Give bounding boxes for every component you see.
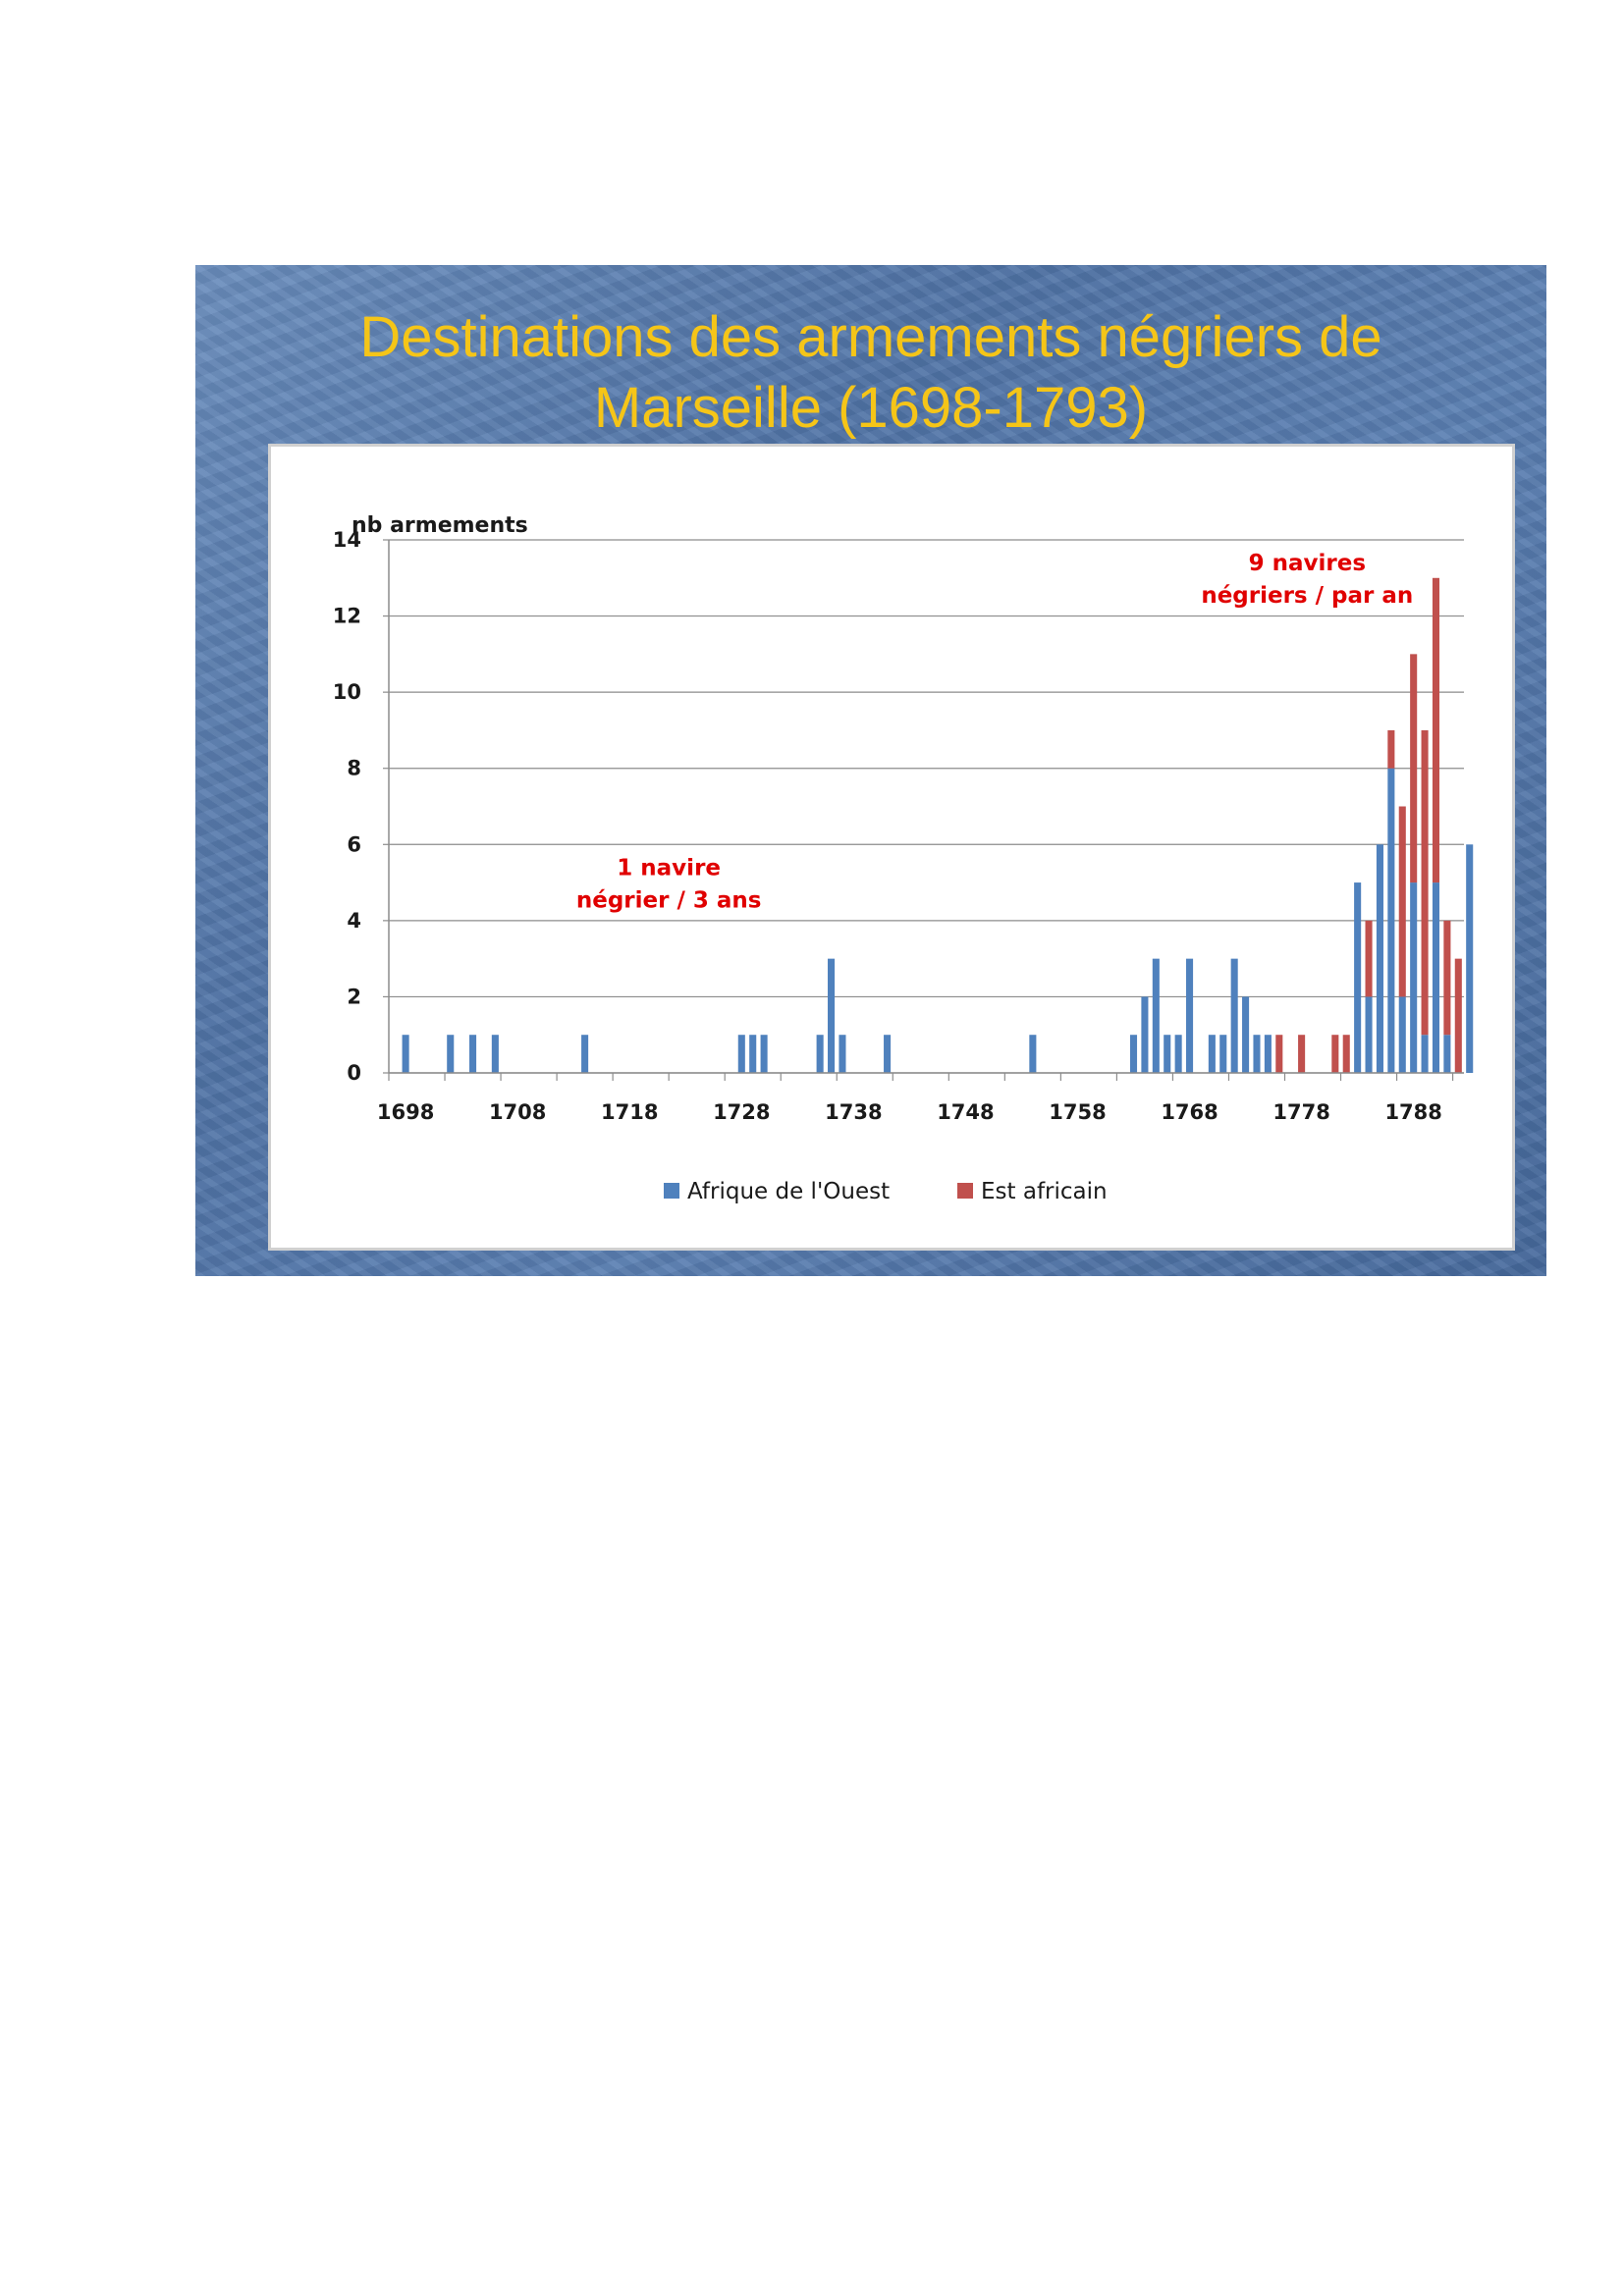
bar-afrique-de-l-ouest bbox=[447, 1035, 455, 1073]
bar-afrique-de-l-ouest bbox=[1029, 1035, 1037, 1073]
bar-est-africain bbox=[1365, 920, 1373, 997]
bar-chart: 0 2 4 6 8 10 12 14 1698 1708 1718 1728 1738 1748 1758 1… bbox=[333, 513, 1474, 1204]
annotation-line-2: négrier / 3 ans bbox=[576, 887, 762, 913]
slide: Destinations des armements négriers de M… bbox=[195, 265, 1546, 1276]
bar-afrique-de-l-ouest bbox=[1174, 1035, 1182, 1073]
bar-afrique-de-l-ouest bbox=[1152, 958, 1160, 1073]
bar-afrique-de-l-ouest bbox=[402, 1035, 409, 1073]
y-tick-label: 12 bbox=[333, 605, 361, 628]
bar-afrique-de-l-ouest bbox=[1365, 996, 1373, 1073]
bars bbox=[402, 577, 1474, 1073]
y-tick-label: 6 bbox=[347, 832, 361, 856]
y-tick-label: 0 bbox=[347, 1061, 361, 1085]
bar-afrique-de-l-ouest bbox=[760, 1035, 768, 1073]
bar-afrique-de-l-ouest bbox=[816, 1035, 824, 1073]
bar-afrique-de-l-ouest bbox=[828, 958, 836, 1073]
x-tick-label: 1778 bbox=[1272, 1100, 1329, 1124]
bar-afrique-de-l-ouest bbox=[1443, 1035, 1451, 1073]
slide-title: Destinations des armements négriers de M… bbox=[195, 302, 1546, 444]
y-tick-label: 14 bbox=[333, 528, 361, 552]
slide-title-line-2: Marseille (1698-1793) bbox=[593, 376, 1149, 440]
legend-swatch bbox=[957, 1183, 973, 1199]
bar-afrique-de-l-ouest bbox=[1432, 882, 1440, 1073]
legend-label: Afrique de l'Ouest bbox=[687, 1179, 890, 1204]
x-tick-label: 1748 bbox=[937, 1100, 994, 1124]
bar-afrique-de-l-ouest bbox=[1410, 882, 1418, 1073]
legend-label: Est africain bbox=[981, 1179, 1108, 1204]
bar-afrique-de-l-ouest bbox=[1242, 996, 1250, 1073]
bar-afrique-de-l-ouest bbox=[1253, 1035, 1261, 1073]
bar-afrique-de-l-ouest bbox=[1164, 1035, 1171, 1073]
bar-est-africain bbox=[1275, 1035, 1283, 1073]
x-tick-label: 1698 bbox=[377, 1100, 434, 1124]
x-tick-label: 1738 bbox=[825, 1100, 882, 1124]
bar-afrique-de-l-ouest bbox=[1387, 768, 1395, 1073]
bar-est-africain bbox=[1432, 577, 1440, 883]
annotation-line-1: 1 navire bbox=[617, 855, 721, 881]
x-tick-label: 1788 bbox=[1384, 1100, 1441, 1124]
annotations: 1 navire négrier / 3 ans 9 navires négriers… bbox=[576, 551, 1413, 913]
x-tick-label: 1728 bbox=[713, 1100, 770, 1124]
bar-est-africain bbox=[1443, 920, 1451, 1036]
bar-afrique-de-l-ouest bbox=[1129, 1035, 1138, 1073]
axes: 0 2 4 6 8 10 12 14 1698 1708 1718 1728 1738 1748 1758 1… bbox=[333, 528, 1464, 1124]
bar-afrique-de-l-ouest bbox=[1376, 844, 1383, 1073]
x-tick-label: 1768 bbox=[1161, 1100, 1218, 1124]
bar-afrique-de-l-ouest bbox=[1466, 844, 1474, 1073]
gridlines bbox=[389, 539, 1464, 1074]
bar-afrique-de-l-ouest bbox=[581, 1035, 589, 1073]
bar-afrique-de-l-ouest bbox=[469, 1035, 477, 1073]
bar-afrique-de-l-ouest bbox=[1230, 958, 1238, 1073]
x-tick-label: 1718 bbox=[601, 1100, 658, 1124]
bar-est-africain bbox=[1410, 654, 1418, 883]
bar-est-africain bbox=[1298, 1035, 1306, 1073]
bar-afrique-de-l-ouest bbox=[1398, 996, 1406, 1073]
x-tick-label: 1758 bbox=[1049, 1100, 1106, 1124]
bar-afrique-de-l-ouest bbox=[1141, 996, 1149, 1073]
annotation-line-2: négriers / par an bbox=[1201, 583, 1413, 609]
legend-swatch bbox=[664, 1183, 679, 1199]
y-tick-label: 4 bbox=[347, 909, 361, 933]
y-axis-label: nb armements bbox=[352, 513, 528, 538]
bar-est-africain bbox=[1342, 1035, 1350, 1073]
bar-afrique-de-l-ouest bbox=[491, 1035, 499, 1073]
annotation-line-1: 9 navires bbox=[1249, 551, 1366, 576]
bar-afrique-de-l-ouest bbox=[1219, 1035, 1227, 1073]
bar-est-africain bbox=[1421, 729, 1429, 1036]
bar-est-africain bbox=[1454, 958, 1462, 1073]
slide-title-line-1: Destinations des armements négriers de bbox=[359, 305, 1382, 369]
chart-frame: 0 2 4 6 8 10 12 14 1698 1708 1718 1728 1738 1748 1758 1… bbox=[268, 444, 1515, 1251]
bar-afrique-de-l-ouest bbox=[749, 1035, 757, 1073]
bar-est-africain bbox=[1387, 729, 1395, 769]
bar-afrique-de-l-ouest bbox=[1354, 882, 1362, 1073]
bar-afrique-de-l-ouest bbox=[884, 1035, 892, 1073]
bar-est-africain bbox=[1331, 1035, 1339, 1073]
y-tick-label: 8 bbox=[347, 757, 361, 780]
bar-afrique-de-l-ouest bbox=[839, 1035, 846, 1073]
legend: Afrique de l'Ouest Est africain bbox=[664, 1179, 1108, 1204]
bar-afrique-de-l-ouest bbox=[1421, 1035, 1429, 1073]
x-tick-label: 1708 bbox=[489, 1100, 546, 1124]
bar-afrique-de-l-ouest bbox=[1208, 1035, 1216, 1073]
y-tick-label: 10 bbox=[333, 680, 361, 704]
y-tick-label: 2 bbox=[347, 985, 361, 1008]
bar-est-africain bbox=[1398, 806, 1406, 997]
bar-afrique-de-l-ouest bbox=[737, 1035, 745, 1073]
bar-afrique-de-l-ouest bbox=[1186, 958, 1194, 1073]
bar-afrique-de-l-ouest bbox=[1264, 1035, 1272, 1073]
